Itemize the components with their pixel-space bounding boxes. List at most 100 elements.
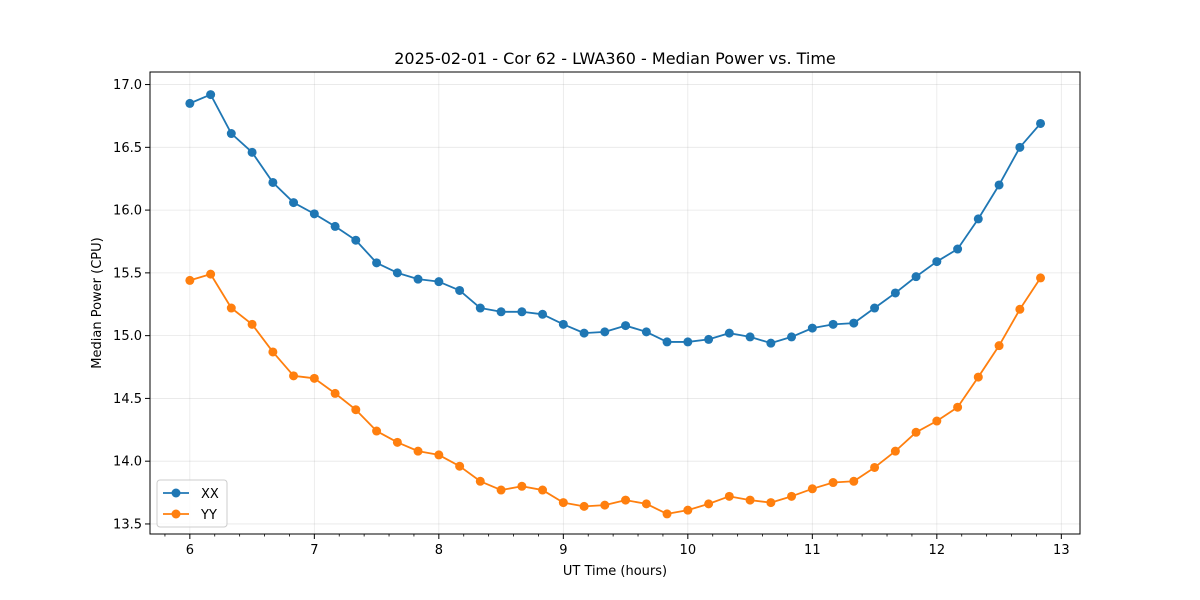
legend: XX YY: [156, 479, 228, 528]
data-point-xx: [621, 321, 631, 331]
y-tick-label: 15.5: [113, 266, 142, 281]
data-point-yy: [1036, 273, 1046, 283]
data-point-yy: [558, 498, 568, 508]
y-tick-label: 14.5: [113, 392, 142, 407]
data-point-yy: [766, 498, 776, 508]
x-tick-label: 13: [1053, 543, 1070, 558]
data-point-yy: [932, 416, 942, 426]
x-tick-label: 7: [310, 543, 318, 558]
data-point-yy: [641, 499, 651, 509]
data-point-xx: [870, 303, 880, 313]
data-point-yy: [890, 446, 900, 456]
data-point-xx: [579, 328, 589, 338]
data-point-yy: [372, 426, 382, 436]
data-point-xx: [517, 307, 527, 317]
data-point-xx: [434, 277, 444, 287]
data-point-yy: [662, 509, 672, 519]
data-point-yy: [704, 499, 714, 509]
data-point-yy: [683, 505, 693, 515]
data-point-xx: [724, 328, 734, 338]
data-point-yy: [953, 402, 963, 412]
data-point-xx: [641, 327, 651, 337]
data-point-xx: [538, 309, 548, 319]
data-point-yy: [289, 371, 299, 381]
x-tick-label: 12: [929, 543, 946, 558]
data-point-xx: [1036, 118, 1046, 128]
data-point-xx: [455, 285, 465, 295]
data-point-xx: [745, 332, 755, 342]
data-point-yy: [517, 481, 527, 491]
y-axis-label: Median Power (CPU): [90, 237, 105, 368]
y-tick-label: 16.5: [113, 141, 142, 156]
x-tick-label: 8: [435, 543, 443, 558]
y-tick-label: 17.0: [113, 78, 142, 93]
data-point-xx: [558, 319, 568, 329]
data-point-xx: [953, 244, 963, 254]
data-point-xx: [787, 332, 797, 342]
data-point-xx: [496, 307, 506, 317]
y-tick-label: 16.0: [113, 204, 142, 219]
data-point-yy: [745, 495, 755, 505]
data-point-xx: [268, 177, 278, 187]
data-point-xx: [973, 214, 983, 224]
data-point-yy: [579, 501, 589, 511]
y-tick-label: 13.5: [113, 517, 142, 532]
series-layer: [185, 90, 1046, 519]
legend-marker-xx: [171, 488, 181, 498]
data-point-yy: [351, 405, 361, 415]
data-point-yy: [206, 269, 216, 279]
data-point-yy: [392, 437, 402, 447]
data-point-xx: [330, 221, 340, 231]
chart-title: 2025-02-01 - Cor 62 - LWA360 - Median Po…: [394, 49, 836, 68]
plot-frame: [149, 71, 1081, 535]
data-point-xx: [1015, 142, 1025, 152]
data-point-xx: [704, 334, 714, 344]
legend-marker-yy: [171, 509, 181, 519]
data-point-yy: [911, 427, 921, 437]
data-point-xx: [372, 258, 382, 268]
data-point-yy: [413, 446, 423, 456]
data-point-xx: [994, 180, 1004, 190]
data-point-yy: [434, 450, 444, 460]
data-point-xx: [849, 318, 859, 328]
data-point-yy: [247, 319, 257, 329]
data-point-yy: [828, 478, 838, 488]
x-axis-label: UT Time (hours): [563, 564, 667, 579]
data-point-yy: [600, 500, 610, 510]
data-point-xx: [911, 272, 921, 282]
data-point-yy: [309, 373, 319, 383]
grid-layer: [150, 72, 1080, 534]
data-point-yy: [185, 275, 195, 285]
data-point-xx: [828, 319, 838, 329]
data-point-xx: [890, 288, 900, 298]
data-point-yy: [870, 462, 880, 472]
data-point-yy: [475, 476, 485, 486]
data-point-yy: [994, 341, 1004, 351]
data-point-yy: [496, 485, 506, 495]
data-point-xx: [683, 337, 693, 347]
data-point-xx: [413, 274, 423, 284]
data-point-yy: [1015, 304, 1025, 314]
data-point-yy: [787, 491, 797, 501]
x-tick-label: 6: [186, 543, 194, 558]
x-tick-label: 11: [804, 543, 821, 558]
data-point-yy: [724, 491, 734, 501]
data-point-yy: [268, 347, 278, 357]
data-point-xx: [600, 327, 610, 337]
data-point-xx: [662, 337, 672, 347]
legend-label-xx: XX: [201, 487, 219, 502]
data-point-xx: [289, 198, 299, 208]
data-point-xx: [766, 338, 776, 348]
tick-layer: 6 7 8 9 10 11 12 13 13.5 14.0 14.5 15.0 15.5 16.0 16.5…: [113, 78, 1070, 558]
data-point-xx: [185, 98, 195, 108]
x-tick-label: 10: [680, 543, 697, 558]
y-tick-label: 15.0: [113, 329, 142, 344]
x-tick-label: 9: [559, 543, 567, 558]
data-point-xx: [247, 147, 257, 157]
data-point-xx: [807, 323, 817, 333]
data-point-yy: [226, 303, 236, 313]
data-point-xx: [206, 90, 216, 100]
data-point-xx: [351, 235, 361, 245]
y-tick-label: 14.0: [113, 455, 142, 470]
